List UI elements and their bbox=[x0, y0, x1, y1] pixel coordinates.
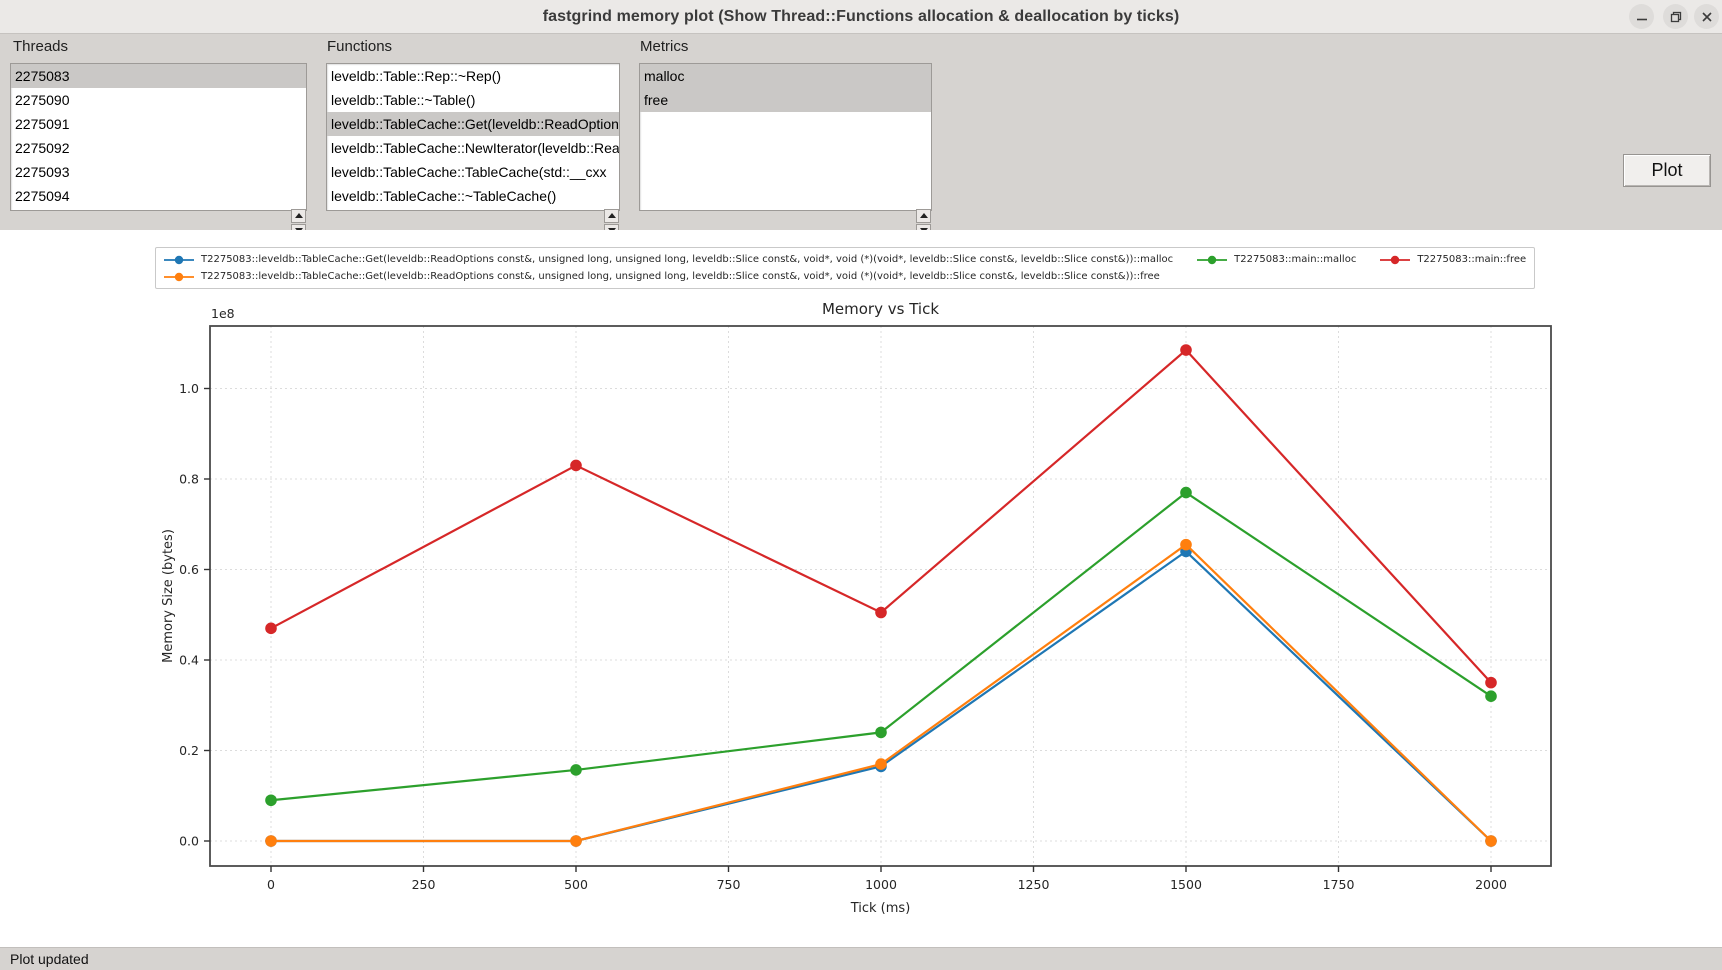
triangle-up-icon bbox=[294, 213, 303, 219]
legend-entry: T2275083::main::malloc bbox=[1197, 254, 1356, 265]
legend-row: T2275083::leveldb::TableCache::Get(level… bbox=[164, 251, 1526, 268]
listbox-item[interactable]: 2275092 bbox=[15, 140, 70, 156]
svg-text:0.8: 0.8 bbox=[179, 472, 199, 487]
listbox-item[interactable]: 2275083 bbox=[11, 64, 306, 88]
legend-row: T2275083::leveldb::TableCache::Get(level… bbox=[164, 268, 1526, 285]
legend-label: T2275083::main::malloc bbox=[1234, 254, 1357, 265]
maximize-button[interactable] bbox=[1663, 4, 1688, 29]
legend-label: T2275083::leveldb::TableCache::Get(level… bbox=[201, 271, 1160, 282]
svg-text:1250: 1250 bbox=[1018, 877, 1050, 892]
memory-chart-svg: 0 250 500 750 1000 1250 1500 1750 2000 0.0 0.2 0.4 0… bbox=[161, 300, 1552, 916]
threads-label: Threads bbox=[13, 38, 69, 55]
chart-legend: T2275083::leveldb::TableCache::Get(level… bbox=[155, 247, 1536, 289]
scroll-up-button[interactable] bbox=[604, 209, 619, 223]
listbox-item[interactable]: 2275090 bbox=[15, 92, 70, 108]
svg-text:0.2: 0.2 bbox=[179, 743, 199, 758]
metrics-label: Metrics bbox=[640, 38, 689, 55]
legend-marker-icon bbox=[164, 272, 194, 281]
listbox-item[interactable]: leveldb::TableCache::Get(leveldb::ReadOp… bbox=[327, 112, 619, 136]
legend-label: T2275083::main::free bbox=[1417, 254, 1527, 265]
svg-text:0.6: 0.6 bbox=[179, 562, 199, 577]
listbox-item[interactable]: malloc bbox=[640, 64, 931, 88]
legend-entry: T2275083::leveldb::TableCache::Get(level… bbox=[164, 271, 1160, 282]
x-axis-label: Tick (ms) bbox=[850, 901, 911, 916]
legend-entry: T2275083::leveldb::TableCache::Get(level… bbox=[164, 254, 1173, 265]
svg-text:750: 750 bbox=[717, 877, 741, 892]
legend-marker-icon bbox=[164, 255, 194, 264]
listbox-item[interactable]: 2275091 bbox=[15, 116, 70, 132]
svg-text:1.0: 1.0 bbox=[179, 381, 199, 396]
threads-listbox[interactable]: 2275083 2275090 2275091 2275092 2275093 22750… bbox=[10, 63, 307, 211]
metrics-listbox[interactable]: malloc free bbox=[639, 63, 932, 211]
listbox-item[interactable]: free bbox=[640, 88, 931, 112]
svg-text:0: 0 bbox=[267, 877, 275, 892]
svg-text:1000: 1000 bbox=[865, 877, 897, 892]
svg-text:500: 500 bbox=[564, 877, 588, 892]
functions-label: Functions bbox=[327, 38, 393, 55]
legend-label: T2275083::leveldb::TableCache::Get(level… bbox=[201, 254, 1174, 265]
maximize-icon bbox=[1670, 11, 1681, 22]
minimize-button[interactable] bbox=[1629, 4, 1654, 29]
listbox-item[interactable]: leveldb::TableCache::~TableCache() bbox=[331, 188, 557, 204]
y-offset-label: 1e8 bbox=[211, 306, 235, 321]
svg-text:2000: 2000 bbox=[1475, 877, 1507, 892]
scroll-up-button[interactable] bbox=[916, 209, 931, 223]
listbox-item[interactable]: leveldb::Table::~Table() bbox=[331, 92, 476, 108]
triangle-up-icon bbox=[919, 213, 928, 219]
scroll-up-button[interactable] bbox=[291, 209, 306, 223]
minimize-icon bbox=[1636, 18, 1647, 20]
status-bar: Plot updated bbox=[0, 947, 1722, 970]
svg-text:0.4: 0.4 bbox=[179, 653, 199, 668]
chart-title: Memory vs Tick bbox=[822, 300, 939, 318]
listbox-item[interactable]: leveldb::Table::Rep::~Rep() bbox=[331, 68, 502, 84]
listbox-item[interactable]: 2275094 bbox=[15, 188, 70, 204]
svg-text:1500: 1500 bbox=[1170, 877, 1202, 892]
svg-text:1750: 1750 bbox=[1323, 877, 1355, 892]
functions-listbox[interactable]: leveldb::Table::Rep::~Rep()leveldb::Tabl… bbox=[326, 63, 620, 211]
figure-area: T2275083::leveldb::TableCache::Get(level… bbox=[0, 230, 1722, 947]
listbox-item[interactable]: 2275093 bbox=[15, 164, 70, 180]
listbox-item[interactable]: leveldb::TableCache::NewIterator(leveldb… bbox=[331, 140, 619, 156]
listbox-item[interactable]: leveldb::TableCache::TableCache(std::__c… bbox=[331, 164, 607, 180]
legend-marker-icon bbox=[1197, 255, 1228, 264]
svg-text:0.0: 0.0 bbox=[179, 834, 199, 849]
legend-entry: T2275083::main::free bbox=[1380, 254, 1526, 265]
status-text: Plot updated bbox=[10, 951, 89, 967]
control-panel: Threads Functions Metrics 2275083 2275090… bbox=[0, 34, 1722, 237]
triangle-up-icon bbox=[607, 213, 616, 219]
window-titlebar: fastgrind memory plot (Show Thread::Func… bbox=[0, 0, 1722, 34]
legend-marker-icon bbox=[1380, 255, 1411, 264]
plot-button[interactable]: Plot bbox=[1623, 154, 1711, 187]
y-axis-label: Memory Size (bytes) bbox=[161, 529, 176, 663]
close-icon bbox=[1701, 11, 1712, 22]
svg-text:250: 250 bbox=[412, 877, 436, 892]
close-button[interactable] bbox=[1694, 4, 1719, 29]
window-title: fastgrind memory plot (Show Thread::Func… bbox=[542, 7, 1180, 25]
